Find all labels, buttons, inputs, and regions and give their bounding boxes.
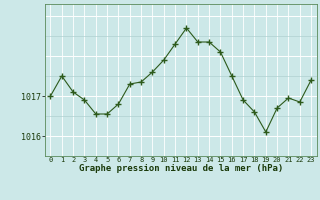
X-axis label: Graphe pression niveau de la mer (hPa): Graphe pression niveau de la mer (hPa): [79, 164, 283, 173]
